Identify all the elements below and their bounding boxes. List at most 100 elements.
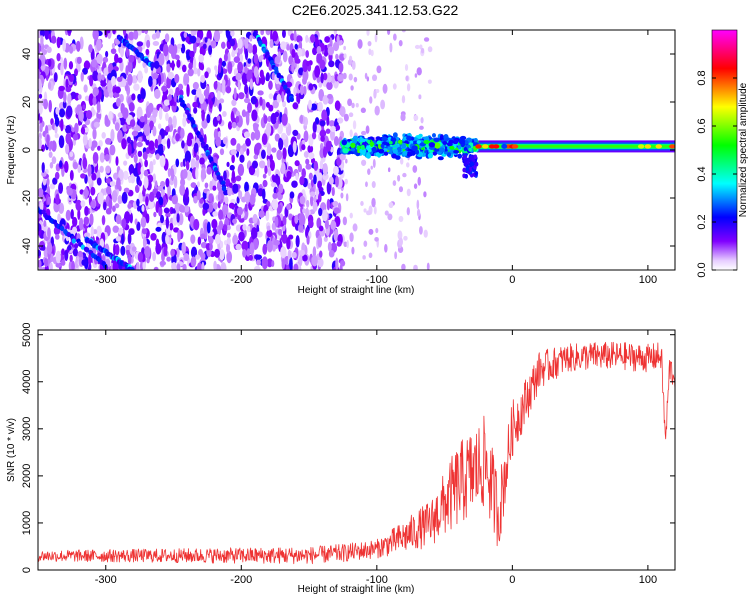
noise-speckle: [128, 164, 135, 174]
noise-speckle: [322, 163, 328, 176]
noise-speckle: [65, 209, 71, 221]
noise-speckle: [90, 200, 96, 208]
noise-speckle: [419, 125, 424, 130]
noise-speckle: [389, 42, 393, 53]
noise-speckle: [186, 170, 193, 181]
noise-speckle: [235, 243, 242, 251]
noise-speckle: [264, 165, 268, 175]
noise-speckle: [183, 73, 190, 86]
noise-speckle: [365, 125, 370, 134]
noise-speckle: [174, 54, 180, 60]
noise-speckle: [50, 253, 54, 263]
noise-speckle: [176, 43, 182, 49]
carrier-cloud: [442, 140, 448, 145]
carrier-cloud: [464, 173, 469, 179]
noise-speckle: [348, 112, 354, 118]
noise-speckle: [165, 112, 169, 122]
noise-speckle: [176, 213, 180, 223]
noise-speckle: [258, 210, 265, 218]
noise-speckle: [145, 147, 151, 154]
noise-speckle: [311, 131, 317, 140]
noise-speckle: [218, 220, 224, 231]
carrier-cloud: [431, 133, 436, 138]
noise-speckle: [85, 110, 93, 120]
noise-speckle: [355, 103, 359, 108]
noise-speckle: [233, 56, 241, 63]
noise-speckle: [282, 147, 287, 160]
noise-speckle: [249, 242, 255, 256]
noise-speckle: [376, 65, 382, 74]
noise-speckle: [318, 207, 323, 217]
colorbar-tick-label: 0.4: [696, 166, 708, 181]
noise-speckle: [181, 241, 187, 255]
noise-speckle: [416, 199, 420, 210]
noise-speckle: [297, 163, 303, 173]
noise-speckle: [331, 186, 335, 197]
noise-speckle: [262, 179, 268, 188]
carrier-hotspot: [655, 144, 662, 149]
noise-speckle: [294, 43, 298, 50]
noise-speckle: [351, 246, 355, 255]
noise-speckle: [218, 62, 222, 74]
noise-speckle: [87, 163, 92, 177]
noise-speckle: [63, 57, 68, 70]
noise-speckle: [123, 160, 128, 166]
carrier-cloud: [438, 147, 446, 153]
noise-speckle: [114, 122, 120, 131]
noise-speckle: [301, 254, 308, 262]
colorbar-frame: [711, 29, 738, 271]
noise-speckle: [168, 44, 175, 54]
noise-speckle: [77, 94, 82, 100]
noise-speckle: [78, 217, 84, 231]
y-tick-label: -40: [21, 238, 33, 254]
colorbar-tick-label: 0.2: [696, 214, 708, 229]
carrier-cloud: [342, 147, 349, 154]
carrier-cloud: [380, 143, 385, 148]
noise-speckle: [192, 101, 198, 108]
noise-speckle: [82, 104, 86, 110]
noise-speckle: [137, 251, 144, 263]
noise-speckle: [343, 53, 347, 59]
noise-speckle: [104, 114, 109, 125]
carrier-cloud: [376, 140, 383, 145]
noise-speckle: [61, 248, 65, 256]
y-tick-label: 1000: [21, 511, 33, 535]
carrier-hotspot: [492, 144, 500, 149]
noise-speckle: [193, 195, 198, 204]
noise-speckle: [373, 206, 377, 215]
noise-speckle: [375, 227, 379, 234]
noise-speckle: [344, 178, 348, 185]
noise-speckle: [183, 205, 190, 213]
noise-speckle: [89, 74, 94, 87]
noise-speckle: [327, 93, 333, 100]
noise-speckle: [96, 53, 103, 65]
noise-speckle: [363, 208, 367, 213]
noise-speckle: [157, 73, 162, 87]
noise-speckle: [169, 222, 174, 231]
noise-speckle: [82, 134, 88, 146]
noise-speckle: [361, 159, 367, 166]
noise-speckle: [127, 232, 132, 245]
noise-speckle: [122, 30, 127, 37]
noise-speckle: [46, 134, 50, 148]
snr-x-axis: -300 -200 -100 0 100: [95, 330, 657, 586]
noise-speckle: [197, 68, 201, 77]
noise-speckle: [55, 193, 60, 205]
noise-speckle: [63, 160, 69, 173]
noise-speckle: [38, 58, 42, 69]
noise-speckle: [265, 210, 270, 222]
noise-speckle: [59, 160, 63, 168]
noise-speckle: [416, 67, 422, 76]
noise-speckle: [222, 110, 227, 117]
carrier-cloud: [427, 152, 434, 159]
noise-speckle: [175, 86, 180, 96]
carrier-cloud: [401, 142, 407, 149]
noise-speckle: [117, 129, 123, 143]
noise-speckle: [293, 263, 299, 270]
noise-speckle: [401, 263, 406, 270]
noise-speckle: [420, 47, 425, 54]
noise-speckle: [286, 203, 292, 210]
noise-speckle: [225, 178, 231, 187]
noise-speckle: [323, 236, 328, 242]
noise-speckle: [203, 89, 210, 98]
